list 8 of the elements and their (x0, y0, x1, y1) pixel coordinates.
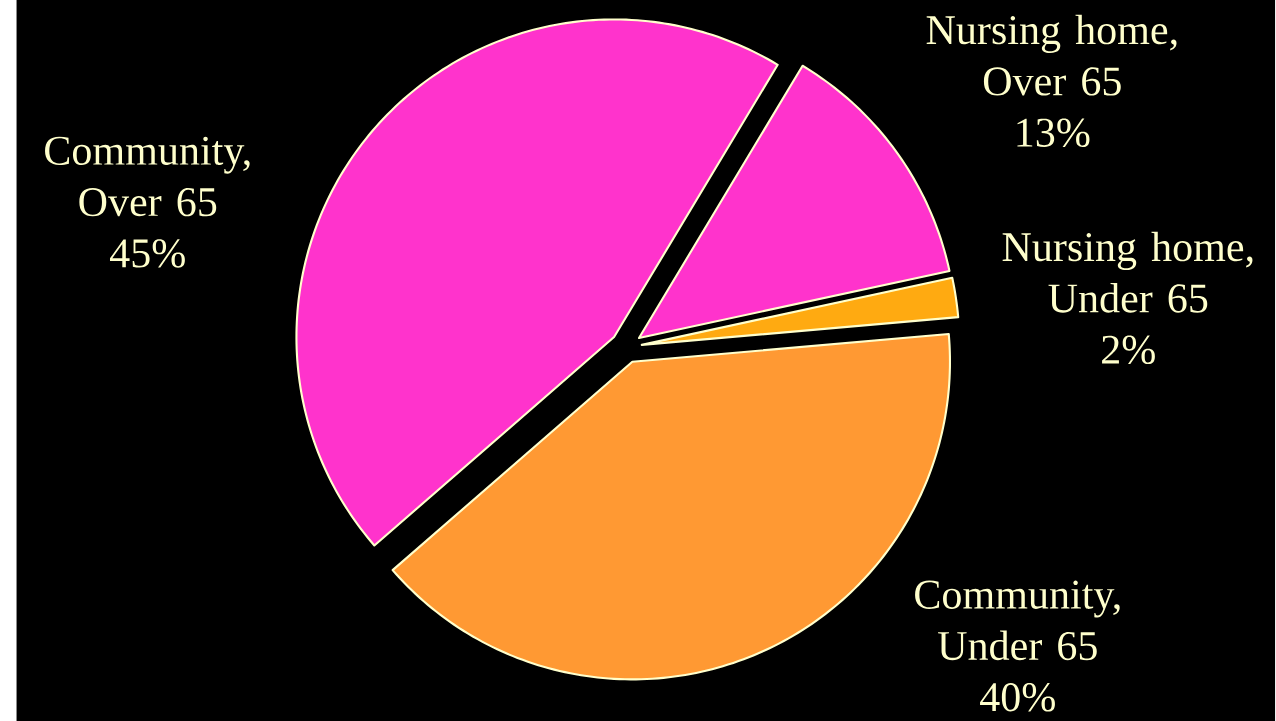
slice-label: Nursing home, Over 65 (926, 14, 1177, 96)
data-label: 45% (110, 239, 185, 268)
data-label: 2% (1102, 335, 1155, 365)
data-label: 13% (1017, 118, 1090, 148)
data-label: 40% (980, 683, 1055, 712)
slice-label: Nursing home, Under 65 (1002, 231, 1253, 313)
slice-label: Community, Under 65 (915, 580, 1120, 661)
slice-label: Community, Over 65 (45, 136, 250, 217)
